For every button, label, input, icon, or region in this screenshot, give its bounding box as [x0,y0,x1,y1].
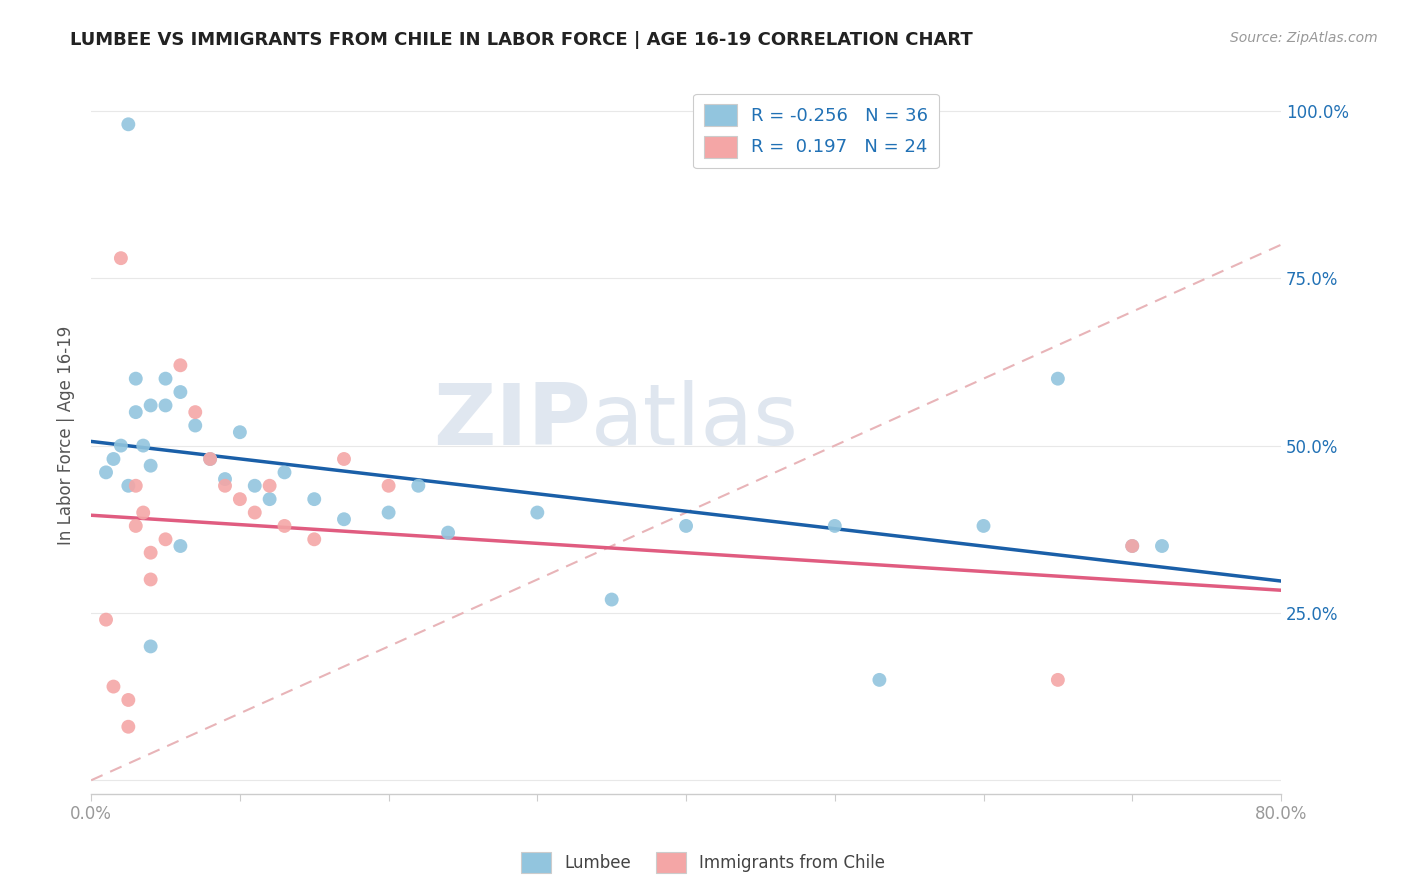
Point [214,479,236,493]
Point [155,372,177,386]
Point [198,452,221,467]
Point [117,479,139,493]
Point [973,519,995,533]
Point [333,512,356,526]
Point [155,399,177,413]
Point [824,519,846,533]
Text: ZIP: ZIP [433,380,591,463]
Point [139,573,162,587]
Point [243,479,266,493]
Point [377,479,399,493]
Point [94,466,117,480]
Point [1150,539,1173,553]
Point [139,458,162,473]
Point [868,673,890,687]
Point [1046,673,1069,687]
Point [302,492,325,507]
Point [139,399,162,413]
Point [675,519,697,533]
Point [333,452,356,467]
Point [229,425,252,440]
Point [214,472,236,486]
Point [155,533,177,547]
Point [169,358,191,372]
Point [259,492,281,507]
Text: atlas: atlas [591,380,799,463]
Point [125,372,148,386]
Point [302,533,325,547]
Point [377,506,399,520]
Point [1121,539,1143,553]
Point [273,466,295,480]
Point [526,506,548,520]
Point [184,405,207,419]
Point [125,519,148,533]
Point [1046,372,1069,386]
Point [125,405,148,419]
Point [600,592,623,607]
Point [94,613,117,627]
Point [229,492,252,507]
Text: LUMBEE VS IMMIGRANTS FROM CHILE IN LABOR FORCE | AGE 16-19 CORRELATION CHART: LUMBEE VS IMMIGRANTS FROM CHILE IN LABOR… [70,31,973,49]
Point [125,479,148,493]
Point [117,693,139,707]
Point [110,439,132,453]
Point [117,720,139,734]
Point [437,525,460,540]
Point [110,251,132,265]
Point [1121,539,1143,553]
Point [184,418,207,433]
Point [139,546,162,560]
Point [103,680,125,694]
Point [259,479,281,493]
Point [117,117,139,131]
Point [169,539,191,553]
Point [139,640,162,654]
Point [198,452,221,467]
Legend: Lumbee, Immigrants from Chile: Lumbee, Immigrants from Chile [515,846,891,880]
Legend: R = -0.256   N = 36, R =  0.197   N = 24: R = -0.256 N = 36, R = 0.197 N = 24 [693,94,939,169]
Point [169,385,191,400]
Point [243,506,266,520]
Point [273,519,295,533]
Point [408,479,430,493]
Y-axis label: In Labor Force | Age 16-19: In Labor Force | Age 16-19 [58,326,75,545]
Point [132,439,155,453]
Point [132,506,155,520]
Point [103,452,125,467]
Text: Source: ZipAtlas.com: Source: ZipAtlas.com [1230,31,1378,45]
